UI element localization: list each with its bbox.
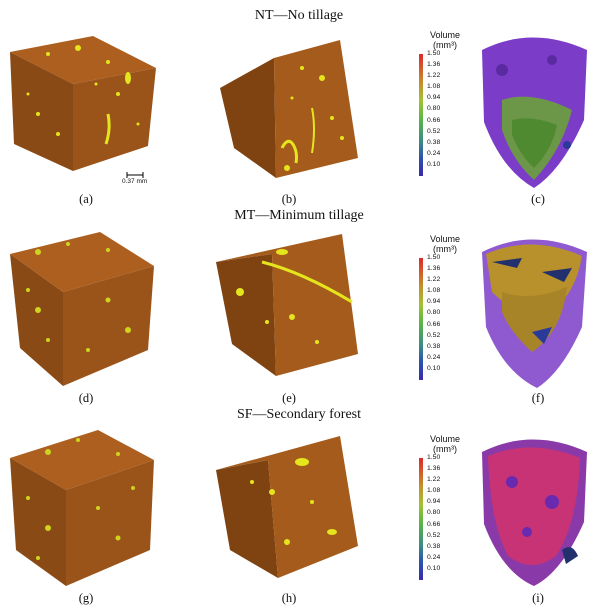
tick: 0.24 — [427, 553, 441, 561]
cube-nt-view-b — [212, 28, 362, 188]
legend-unit: (mm³) — [433, 444, 457, 454]
row-title-nt: NT—No tillage — [254, 8, 344, 23]
tick: 1.36 — [427, 465, 441, 473]
tick: 0.52 — [427, 531, 441, 539]
tick: 1.22 — [427, 476, 441, 484]
cube-sf-view-h — [212, 432, 362, 582]
tick: 1.08 — [427, 487, 441, 495]
tick: 0.24 — [427, 149, 441, 157]
scale-bar-label: 0.37 mm — [122, 178, 148, 185]
tick: 0.66 — [427, 520, 441, 528]
legend-title: Volume — [429, 434, 461, 444]
caption-b: (b) — [281, 192, 297, 206]
caption-g: (g) — [78, 591, 94, 605]
caption-a: (a) — [79, 192, 93, 206]
colorbar — [419, 458, 423, 580]
tick: 1.22 — [427, 72, 441, 80]
tick: 1.50 — [427, 454, 441, 461]
tick: 0.10 — [427, 364, 441, 372]
cube-mt-view-d — [8, 230, 158, 388]
pore-render-mt — [472, 232, 590, 390]
tick: 0.94 — [427, 498, 441, 506]
colorbar — [419, 258, 423, 380]
tick: 0.80 — [427, 509, 441, 517]
legend-mt: Volume (mm³) 1.50 1.36 1.22 1.08 0.94 0.… — [415, 234, 475, 380]
tick: 0.66 — [427, 116, 441, 124]
legend-unit: (mm³) — [433, 40, 457, 50]
legend-title: Volume — [429, 234, 461, 244]
tick: 1.50 — [427, 50, 441, 57]
legend-title: Volume — [429, 30, 461, 40]
tick: 0.66 — [427, 320, 441, 328]
tick: 0.38 — [427, 138, 441, 146]
colorbar — [419, 54, 423, 176]
tick: 1.08 — [427, 83, 441, 91]
tick: 0.38 — [427, 542, 441, 550]
tick: 0.52 — [427, 127, 441, 135]
tick: 0.80 — [427, 309, 441, 317]
caption-d: (d) — [78, 391, 94, 405]
tick: 1.08 — [427, 287, 441, 295]
tick: 0.94 — [427, 298, 441, 306]
caption-e: (e) — [282, 391, 296, 405]
row-title-mt: MT—Minimum tillage — [234, 208, 364, 223]
row-title-sf: SF—Secondary forest — [236, 407, 362, 422]
caption-f: (f) — [531, 391, 545, 405]
tick: 0.80 — [427, 105, 441, 113]
tick: 0.94 — [427, 94, 441, 102]
tick: 0.24 — [427, 353, 441, 361]
caption-h: (h) — [281, 591, 297, 605]
legend-nt: Volume (mm³) 1.50 1.36 1.22 1.08 0.94 0.… — [415, 30, 475, 176]
tick: 1.36 — [427, 61, 441, 69]
tick: 0.38 — [427, 342, 441, 350]
tick: 0.52 — [427, 331, 441, 339]
tick: 1.50 — [427, 254, 441, 261]
tick: 1.22 — [427, 276, 441, 284]
legend-unit: (mm³) — [433, 244, 457, 254]
tick: 1.36 — [427, 265, 441, 273]
pore-render-nt — [472, 30, 590, 190]
pore-render-sf — [472, 432, 590, 588]
caption-c: (c) — [531, 192, 545, 206]
scale-bar: 0.37 mm — [122, 172, 147, 185]
caption-i: (i) — [532, 591, 544, 605]
tick: 0.10 — [427, 564, 441, 572]
tick: 0.10 — [427, 160, 441, 168]
cube-nt-view-a — [8, 34, 158, 174]
cube-mt-view-e — [212, 232, 362, 382]
cube-sf-view-g — [8, 428, 158, 588]
legend-sf: Volume (mm³) 1.50 1.36 1.22 1.08 0.94 0.… — [415, 434, 475, 580]
